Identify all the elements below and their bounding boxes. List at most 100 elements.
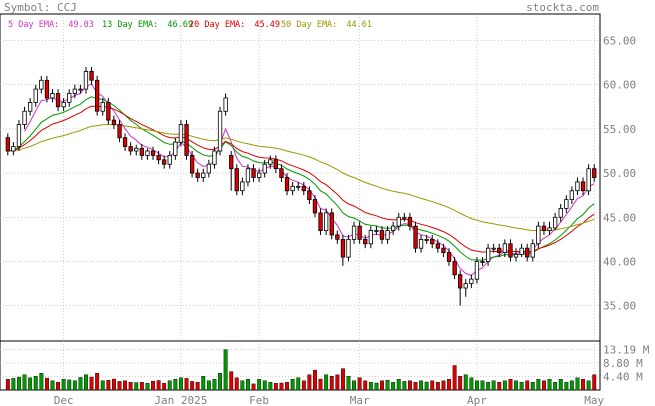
volume-bar: [285, 382, 289, 391]
legend-ema13: 13 Day EMA: 46.69: [102, 20, 193, 30]
candle-body: [323, 212, 329, 231]
candle: [5, 133, 10, 156]
price-tick-label: 35.00: [603, 300, 636, 313]
volume-bar: [273, 383, 278, 391]
candle: [525, 243, 530, 262]
volume-bar: [458, 376, 463, 391]
volume-tick-label: 8.80 M: [603, 357, 643, 370]
volume-bar: [117, 381, 122, 391]
candle-body: [335, 234, 340, 240]
candle-body: [290, 185, 295, 192]
legend-ema50: 50 Day EMA: 44.61: [281, 20, 372, 30]
volume-bar: [514, 380, 518, 391]
candle-body: [513, 253, 519, 258]
candle-body: [402, 216, 407, 219]
candle-body: [217, 110, 223, 152]
candle-body: [301, 185, 307, 192]
price-tick-labels: 35.00 40.00 45.00 50.00 55.00 60.00 65.00: [603, 35, 636, 313]
candle-body: [240, 181, 245, 192]
volume-bar: [380, 380, 384, 391]
volume-bar: [173, 379, 178, 391]
candle: [212, 146, 217, 169]
candle: [402, 212, 407, 222]
volume-bar: [33, 376, 38, 391]
candle: [424, 234, 429, 244]
candle-body: [128, 146, 133, 152]
volume-tick-label: 4.40 M: [603, 371, 643, 384]
candle: [256, 168, 262, 182]
volume-bar: [139, 382, 144, 391]
candle: [89, 67, 94, 85]
candle-body: [346, 238, 351, 258]
volume-bar: [586, 380, 591, 391]
candle: [575, 177, 580, 196]
candle: [111, 115, 117, 129]
candle-body: [189, 154, 195, 174]
candle: [139, 143, 145, 160]
candle: [385, 226, 390, 244]
volume-bar: [581, 379, 585, 391]
candle: [586, 164, 591, 196]
volume-bar: [413, 382, 418, 391]
candle-body: [22, 110, 27, 125]
candle: [161, 155, 167, 169]
price-tick-label: 45.00: [603, 211, 636, 224]
candle: [558, 204, 563, 222]
candle-body: [592, 168, 597, 178]
volume-bar: [134, 382, 139, 391]
candle-body: [245, 168, 251, 183]
volume-bar: [56, 382, 60, 391]
candle-body: [139, 147, 145, 156]
candle: [301, 181, 307, 196]
candle: [273, 155, 279, 174]
candle-body: [111, 119, 117, 125]
candle-body: [525, 247, 530, 258]
candle: [374, 226, 379, 235]
volume-bar: [374, 382, 379, 391]
candle: [106, 97, 111, 125]
candle-body: [580, 181, 586, 192]
candle-body: [418, 238, 424, 249]
candle-body: [206, 163, 212, 174]
candle-body: [530, 243, 535, 258]
candle: [446, 248, 452, 266]
candle-body: [195, 172, 200, 178]
volume-bar: [123, 380, 128, 391]
candle-body: [452, 261, 457, 276]
candle-body: [83, 71, 89, 90]
candle: [485, 243, 491, 266]
candle: [95, 75, 100, 116]
volume-bar: [162, 383, 167, 391]
legend-ema5-value: 49.03: [68, 20, 94, 30]
legend-ema13-label: 13 Day EMA:: [102, 20, 158, 30]
candle-body: [256, 172, 262, 178]
candle: [457, 270, 463, 306]
volume-bars: [5, 349, 597, 391]
candle-body: [95, 79, 100, 112]
candle: [189, 150, 195, 178]
candle: [418, 234, 424, 253]
candle: [592, 164, 597, 182]
volume-bar: [525, 380, 530, 391]
volume-bar: [592, 374, 597, 391]
candle-body: [485, 247, 491, 262]
candle: [240, 177, 245, 196]
price-tick-label: 50.00: [603, 167, 636, 180]
candle: [508, 239, 513, 262]
candle: [463, 279, 468, 297]
candle: [307, 186, 312, 205]
candle: [39, 75, 44, 94]
volume-bar: [45, 377, 49, 391]
candle-body: [268, 159, 273, 165]
candle-body: [284, 177, 290, 192]
candle: [223, 93, 228, 116]
candle: [184, 120, 189, 160]
candle: [323, 208, 329, 235]
candle: [580, 177, 586, 196]
candle-body: [379, 230, 385, 240]
candle-body: [446, 252, 452, 262]
candle: [452, 257, 457, 280]
candle-body: [78, 88, 83, 91]
candle-body: [279, 168, 284, 178]
volume-bar: [363, 380, 368, 391]
